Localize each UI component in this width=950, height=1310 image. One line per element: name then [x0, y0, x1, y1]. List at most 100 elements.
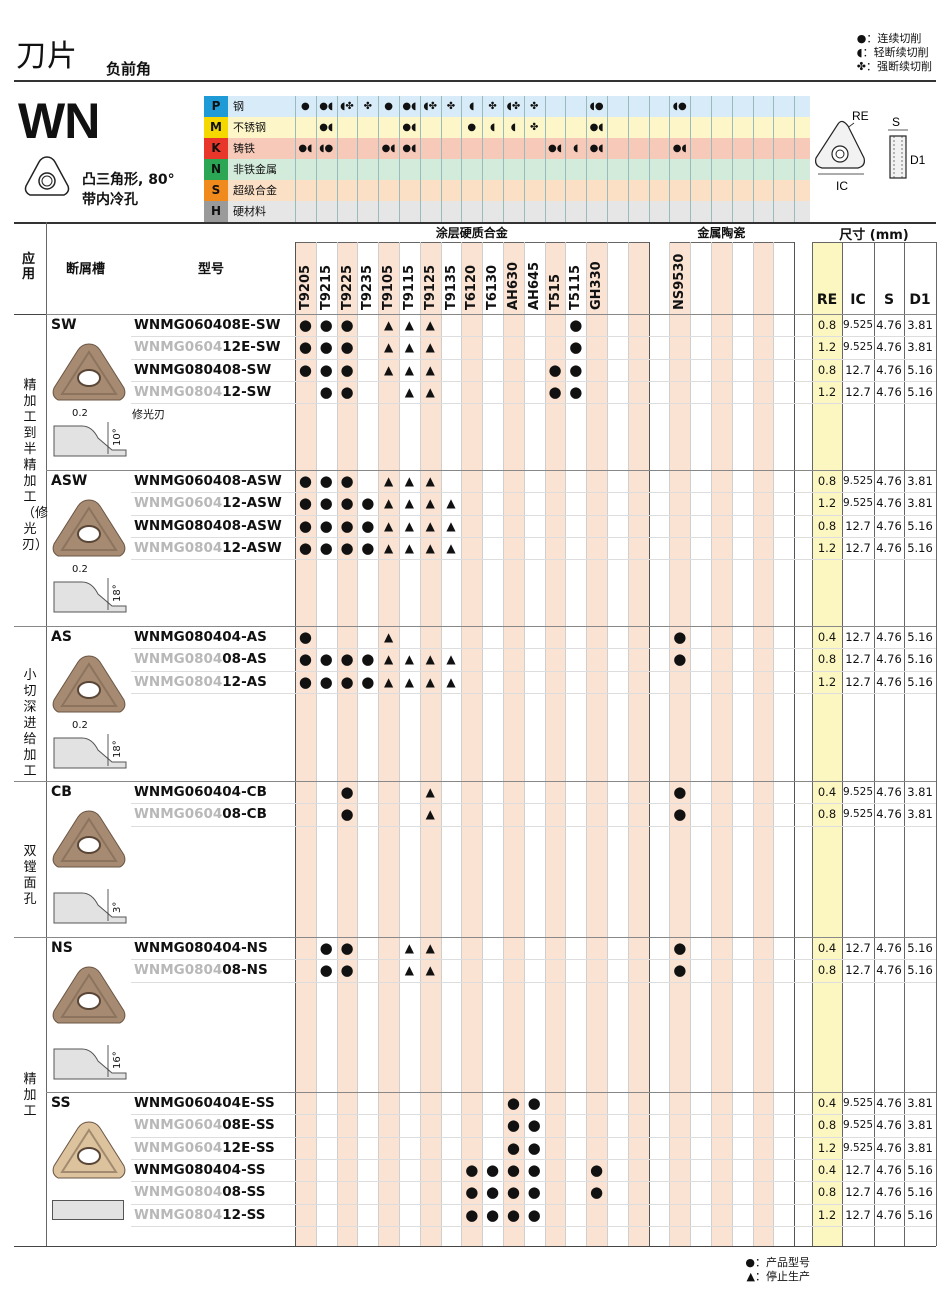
dimension-value: 12.7: [845, 384, 871, 399]
availability-mark: ▲: [404, 540, 414, 555]
model-name: WNMG060404-CB: [134, 782, 267, 802]
availability-mark: ●: [673, 650, 687, 669]
matrix-divider: [794, 96, 796, 222]
model-prefix: WNMG0604: [134, 495, 223, 512]
dimension-value: 5.16: [907, 941, 933, 955]
material-code: N: [204, 159, 228, 180]
chipbreaker-label: ASW: [51, 473, 88, 489]
grade-header: T5115: [568, 264, 584, 310]
header-rule: [14, 80, 936, 82]
chipbreaker-label: NS: [51, 940, 73, 956]
dimension-value: 3.81: [907, 496, 933, 511]
edge-angle-label: 16°: [112, 1051, 123, 1069]
row-rule: [131, 670, 936, 672]
model-name: WNMG060408-CB: [134, 804, 267, 824]
application-label: 小切深进给加工: [23, 668, 37, 779]
trigon-shape-icon: [24, 156, 70, 196]
dimension-value: 1.2: [817, 1207, 837, 1222]
dimension-value: 4.76: [876, 807, 902, 822]
cutting-legend: ●：连续切削 ◖：轻断续切削 ✤：强断续切削: [857, 32, 932, 74]
dimension-value: 4.76: [876, 674, 902, 689]
application-label: 双镗面孔: [23, 844, 37, 907]
availability-mark: ●: [506, 1160, 520, 1179]
dimension-value: 4.76: [876, 1185, 902, 1200]
model-suffix: 12E-SW: [222, 339, 281, 356]
dimension-value: 1.2: [817, 384, 837, 399]
table-col-divider: [378, 242, 380, 1246]
availability-mark: ●: [465, 1205, 479, 1224]
model-name: WNMG060412E-SS: [134, 1138, 275, 1158]
model-name: WNMG080408-NS: [134, 960, 268, 980]
row-rule: [131, 648, 936, 650]
dimension-value: 0.8: [817, 963, 837, 978]
availability-mark: ●: [569, 316, 583, 334]
availability-mark: ▲: [404, 340, 414, 355]
row-rule: [131, 403, 936, 405]
grade-header: T6130: [485, 264, 501, 310]
dimension-header: IC: [850, 292, 866, 308]
edge-profile-diagram: [53, 422, 127, 457]
matrix-divider: [627, 96, 629, 222]
model-name: WNMG080412-SW: [134, 382, 271, 402]
table-col-divider: [607, 242, 608, 1246]
matrix-divider: [565, 96, 567, 222]
availability-mark: ▲: [425, 652, 435, 667]
dimension-value: 4.76: [876, 785, 902, 799]
availability-mark: ▲: [425, 963, 435, 978]
grade-stripe: [295, 242, 316, 1246]
legend-continuous: ●：连续切削: [856, 32, 922, 45]
material-code: H: [204, 201, 228, 222]
legend-light-interrupted: ◖：轻断续切削: [856, 46, 929, 59]
matrix-divider: [295, 96, 296, 222]
availability-mark: ●: [673, 961, 687, 980]
model-name: WNMG080404-SS: [134, 1160, 266, 1180]
material-suitability: ●◖: [672, 143, 687, 154]
dim-col-divider: [874, 242, 875, 1246]
dimension-value: 4.76: [876, 1140, 902, 1155]
matrix-divider: [440, 96, 442, 222]
matrix-divider: [690, 96, 692, 222]
availability-mark: ●: [673, 628, 687, 646]
availability-mark: ●: [298, 628, 312, 646]
availability-mark: ●: [548, 360, 562, 379]
re-label: RE: [852, 109, 869, 123]
availability-mark: ●: [319, 316, 333, 334]
material-name: 铸铁: [233, 142, 255, 155]
dimension-value: 5.16: [907, 518, 933, 533]
land-width-label: 0.2: [72, 720, 88, 731]
model-name: WNMG080408-ASW: [134, 516, 282, 536]
model-prefix: WNMG0804: [134, 383, 223, 400]
dimension-value: 4.76: [876, 1096, 902, 1110]
dimension-value: 12.7: [845, 1185, 871, 1200]
dimension-value: 5.16: [907, 384, 933, 399]
grade-header: T9135: [443, 264, 459, 310]
availability-mark: ●: [465, 1160, 479, 1179]
availability-mark: ●: [319, 382, 333, 401]
availability-mark: ●: [340, 538, 354, 557]
dimension-value: 0.4: [817, 941, 837, 955]
grade-header: T515: [547, 273, 563, 310]
grade-header: T9235: [360, 264, 376, 310]
application-label: 精加工到半精加工（修光刃）: [22, 378, 49, 553]
availability-mark: ●: [298, 316, 312, 334]
matrix-divider: [357, 96, 359, 222]
material-suitability: ✤: [363, 101, 372, 112]
availability-mark: ●: [340, 316, 354, 334]
model-prefix: WNMG0604: [134, 339, 223, 356]
row-rule: [131, 1158, 936, 1160]
model-name: WNMG060408E-SW: [134, 315, 281, 335]
dimension-value: 4.76: [876, 340, 902, 355]
matrix-divider: [378, 96, 380, 222]
model-suffix: WNMG060408E-SW: [134, 317, 281, 333]
dimension-value: 9.525: [842, 319, 874, 331]
matrix-divider: [315, 96, 317, 222]
dimension-value: 12.7: [845, 963, 871, 978]
material-suitability: ◖: [489, 122, 496, 133]
availability-mark: ▲: [404, 496, 414, 511]
availability-mark: ●: [340, 360, 354, 379]
re-column-highlight: [812, 242, 842, 1246]
availability-mark: ▲: [383, 630, 394, 644]
edge-profile-diagram: [53, 1045, 127, 1080]
availability-mark: ●: [673, 939, 687, 957]
